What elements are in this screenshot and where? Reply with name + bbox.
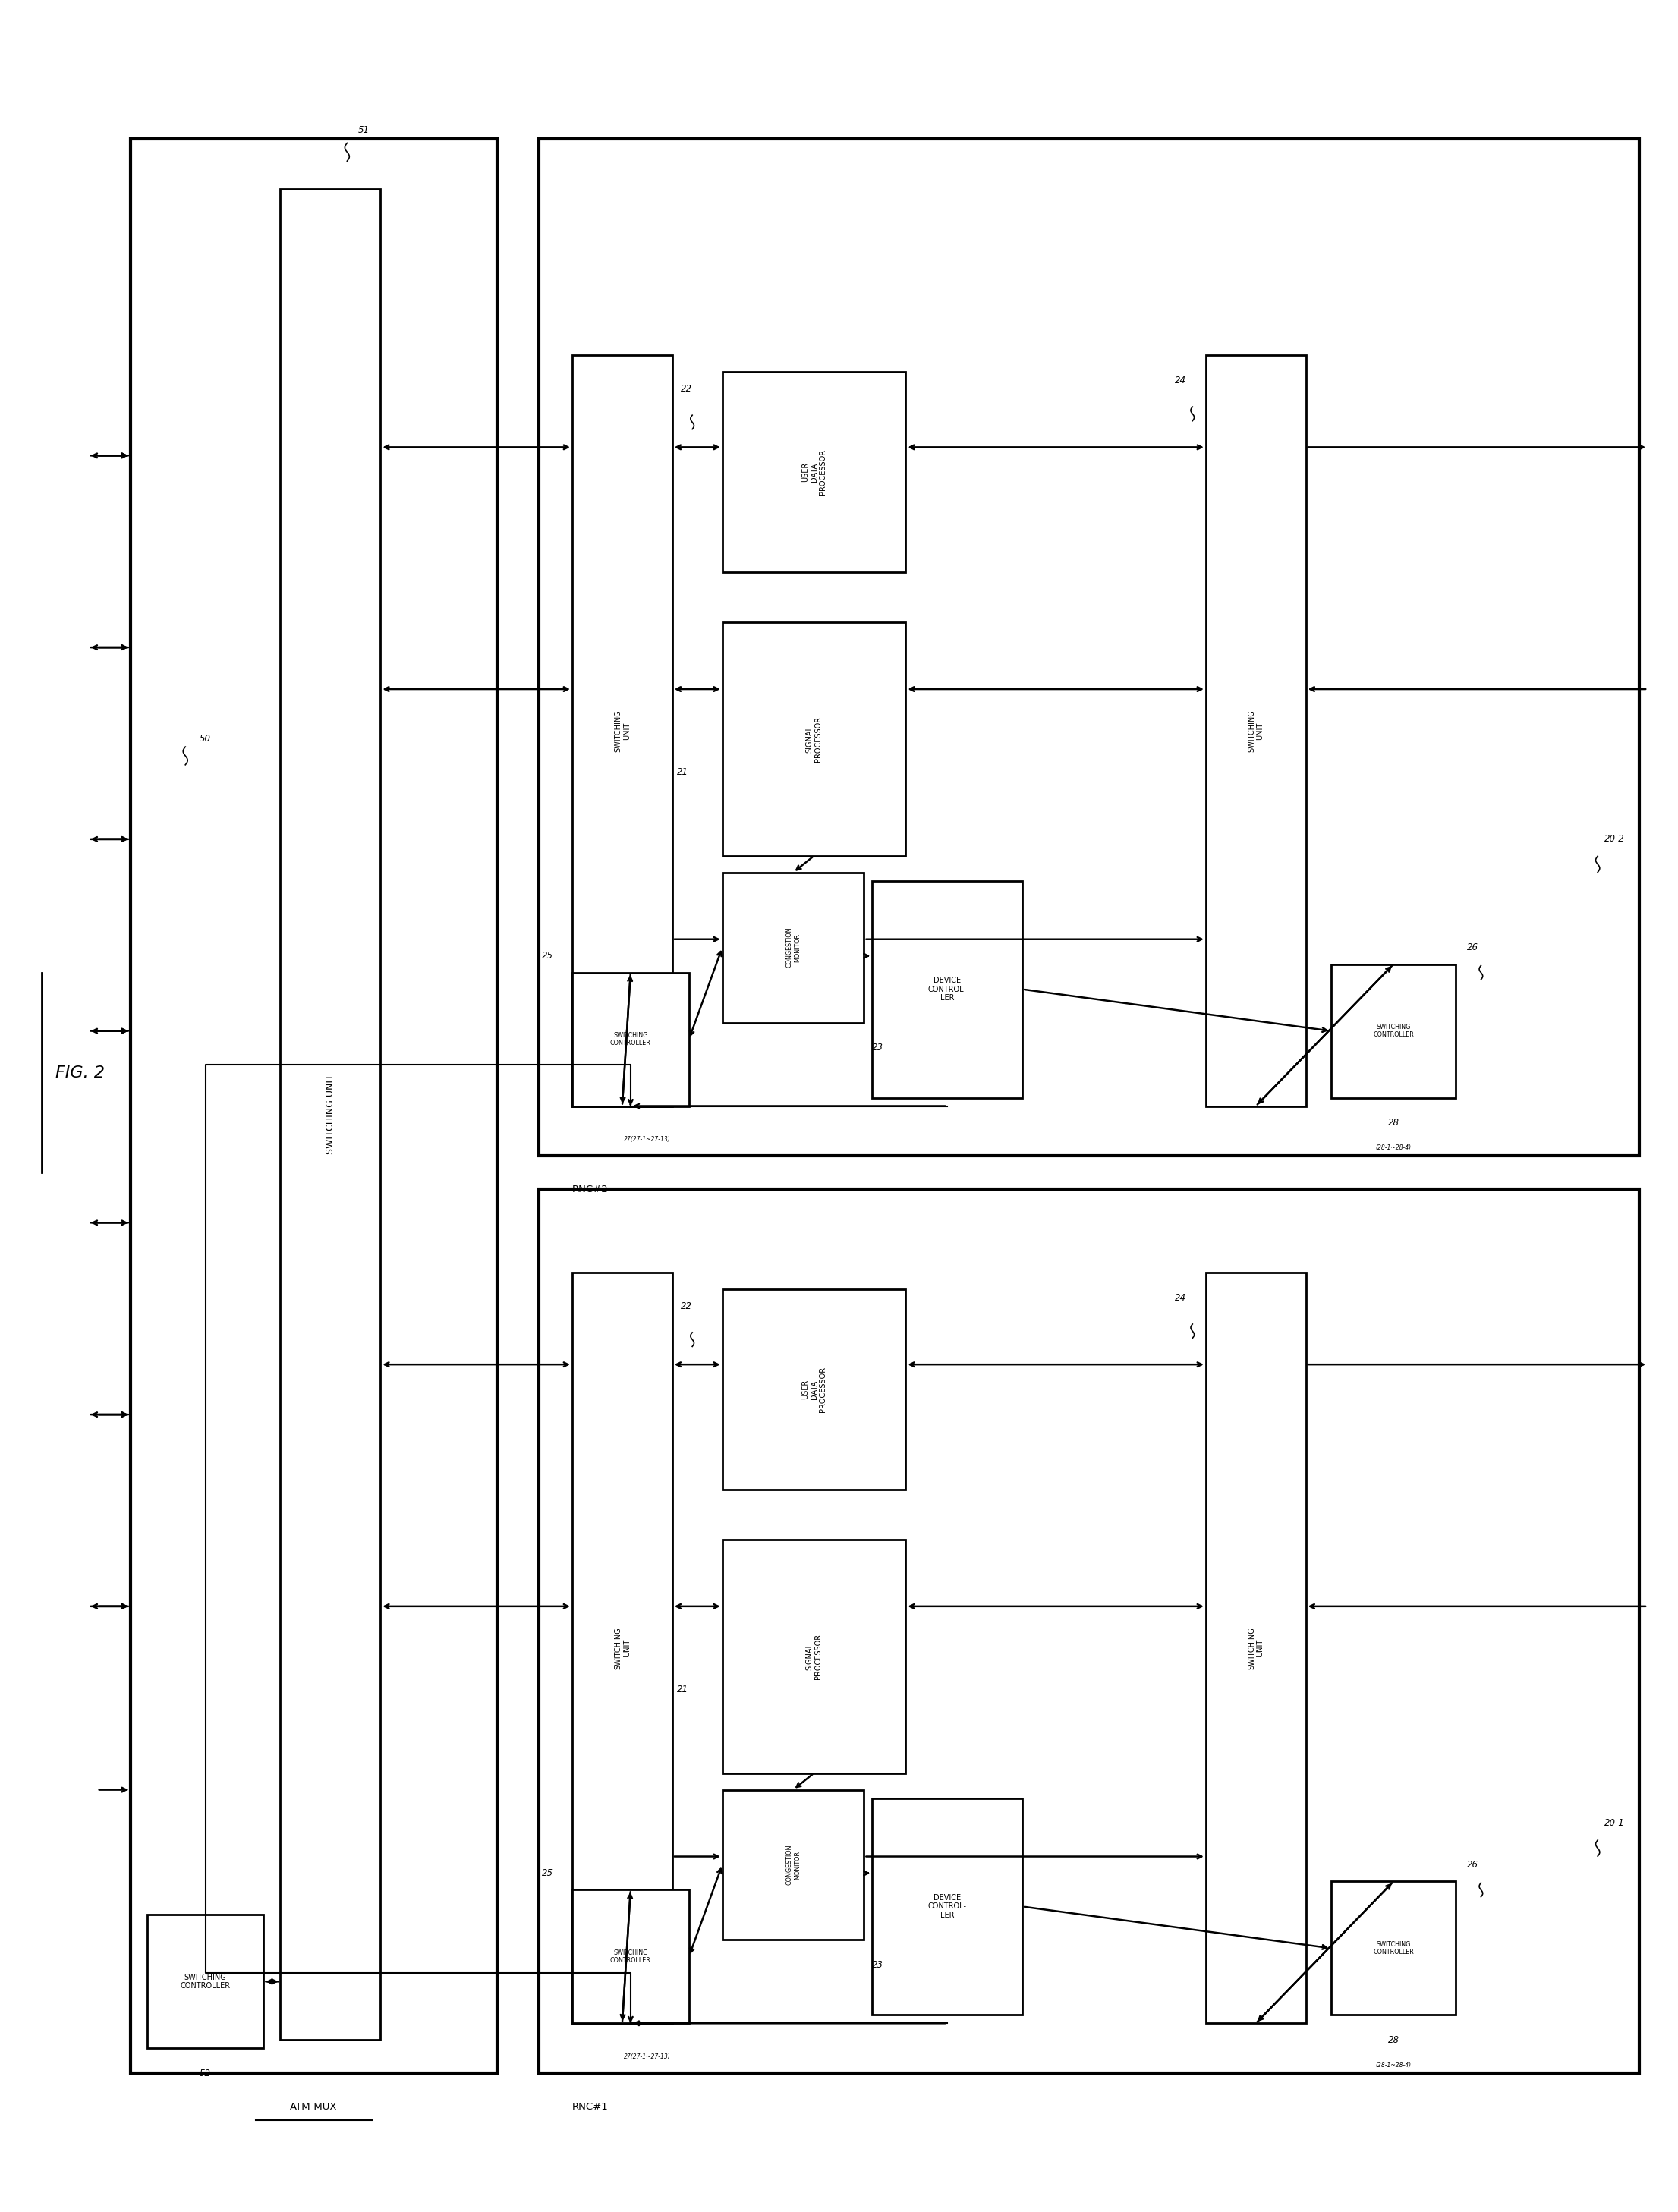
Text: 25: 25 [542,1869,552,1878]
Text: SWITCHING UNIT: SWITCHING UNIT [326,1075,336,1155]
Bar [1206,1272,1305,2024]
Text: 27(27-1~27-13): 27(27-1~27-13) [624,1137,671,1144]
Text: 27(27-1~27-13): 27(27-1~27-13) [624,2053,671,2059]
Bar [572,1272,673,2024]
Text: 22: 22 [681,385,691,394]
Bar [722,372,906,573]
Text: 52: 52 [200,2068,211,2079]
Text: 23: 23 [873,1042,884,1053]
Bar [131,139,497,2073]
Text: RNC#2: RNC#2 [572,1183,609,1194]
Text: 26: 26 [1467,1860,1478,1869]
Text: 25: 25 [542,951,552,960]
Text: SWITCHING
CONTROLLER: SWITCHING CONTROLLER [611,1949,651,1964]
Text: SWITCHING
UNIT: SWITCHING UNIT [1248,710,1264,752]
Bar [572,356,673,1106]
Text: SIGNAL
PROCESSOR: SIGNAL PROCESSOR [805,717,822,761]
Text: 51: 51 [357,126,369,135]
Bar [280,188,381,2039]
Text: SWITCHING
CONTROLLER: SWITCHING CONTROLLER [1373,1940,1415,1955]
Text: CONGESTION
MONITOR: CONGESTION MONITOR [785,927,800,969]
Bar [539,1190,1639,2073]
Text: 23: 23 [873,1960,884,1971]
Text: SWITCHING
CONTROLLER: SWITCHING CONTROLLER [611,1033,651,1046]
Bar [539,139,1639,1157]
Bar [722,872,864,1022]
Text: 28: 28 [1388,2035,1399,2044]
Bar [572,1889,690,2024]
Text: SWITCHING
UNIT: SWITCHING UNIT [614,1626,631,1670]
Text: (28-1~28-4): (28-1~28-4) [1376,2062,1411,2068]
Bar [1331,1882,1457,2015]
Text: ATM-MUX: ATM-MUX [290,2101,337,2112]
Text: 21: 21 [678,768,688,776]
Bar [873,880,1022,1097]
Text: 20-1: 20-1 [1604,1818,1624,1827]
Text: 26: 26 [1467,942,1478,953]
Bar [1206,356,1305,1106]
Text: 20-2: 20-2 [1604,834,1624,845]
Text: SIGNAL
PROCESSOR: SIGNAL PROCESSOR [805,1632,822,1679]
Text: DEVICE
CONTROL-
LER: DEVICE CONTROL- LER [928,1893,967,1920]
Bar [148,1916,263,2048]
Text: RNC#1: RNC#1 [572,2101,609,2112]
Text: 22: 22 [681,1301,691,1312]
Text: USER
DATA
PROCESSOR: USER DATA PROCESSOR [802,1367,827,1411]
Text: SWITCHING
CONTROLLER: SWITCHING CONTROLLER [180,1973,230,1991]
Bar [722,1540,906,1774]
Bar [572,973,690,1106]
Text: 50: 50 [200,734,211,743]
Text: 21: 21 [678,1686,688,1694]
Text: DEVICE
CONTROL-
LER: DEVICE CONTROL- LER [928,978,967,1002]
Bar [722,622,906,856]
Text: SWITCHING
CONTROLLER: SWITCHING CONTROLLER [1373,1024,1415,1037]
Text: SWITCHING
UNIT: SWITCHING UNIT [1248,1626,1264,1670]
Text: 24: 24 [1175,376,1186,385]
Text: SWITCHING
UNIT: SWITCHING UNIT [614,710,631,752]
Bar [722,1290,906,1489]
Bar [722,1790,864,1940]
Text: FIG. 2: FIG. 2 [55,1064,106,1079]
Text: USER
DATA
PROCESSOR: USER DATA PROCESSOR [802,449,827,495]
Text: 28: 28 [1388,1117,1399,1128]
Bar [1331,964,1457,1097]
Text: CONGESTION
MONITOR: CONGESTION MONITOR [785,1845,800,1885]
Text: 24: 24 [1175,1292,1186,1303]
Text: (28-1~28-4): (28-1~28-4) [1376,1144,1411,1150]
Bar [873,1798,1022,2015]
